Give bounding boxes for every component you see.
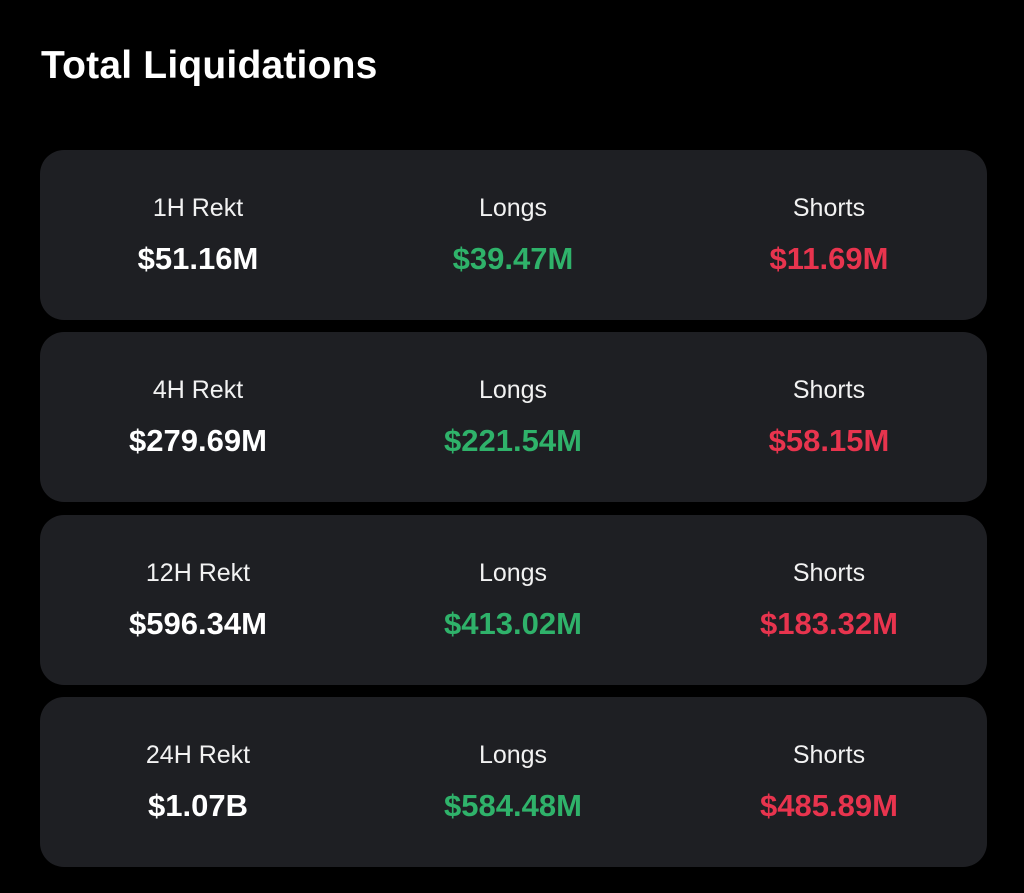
shorts-value: $183.32M — [760, 606, 898, 641]
longs-label: Longs — [478, 559, 548, 587]
total-value: $51.16M — [137, 241, 259, 276]
longs-value: $584.48M — [444, 788, 582, 823]
longs-value: $39.47M — [452, 241, 574, 276]
shorts-value: $58.15M — [768, 423, 890, 458]
total-label: 4H Rekt — [152, 376, 244, 404]
total-value: $279.69M — [129, 423, 267, 458]
total-column: 4H Rekt $279.69M — [48, 332, 348, 502]
shorts-label: Shorts — [792, 194, 866, 222]
total-label: 1H Rekt — [152, 194, 244, 222]
shorts-value: $485.89M — [760, 788, 898, 823]
shorts-label: Shorts — [792, 376, 866, 404]
total-value: $1.07B — [148, 788, 248, 823]
shorts-label: Shorts — [792, 741, 866, 769]
longs-column: Longs $221.54M — [363, 332, 663, 502]
longs-column: Longs $413.02M — [363, 515, 663, 685]
longs-column: Longs $584.48M — [363, 697, 663, 867]
liquidation-card: 1H Rekt $51.16M Longs $39.47M Shorts $11.69M — [40, 150, 987, 320]
liquidation-card: 12H Rekt $596.34M Longs $413.02M Shorts $183.… — [40, 515, 987, 685]
total-value: $596.34M — [129, 606, 267, 641]
longs-value: $221.54M — [444, 423, 582, 458]
liquidation-card: 24H Rekt $1.07B Longs $584.48M Shorts $485.89… — [40, 697, 987, 867]
longs-label: Longs — [478, 194, 548, 222]
total-column: 24H Rekt $1.07B — [48, 697, 348, 867]
longs-label: Longs — [478, 741, 548, 769]
total-label: 12H Rekt — [145, 559, 251, 587]
shorts-label: Shorts — [792, 559, 866, 587]
total-label: 24H Rekt — [145, 741, 251, 769]
total-column: 12H Rekt $596.34M — [48, 515, 348, 685]
longs-label: Longs — [478, 376, 548, 404]
shorts-column: Shorts $485.89M — [679, 697, 979, 867]
total-column: 1H Rekt $51.16M — [48, 150, 348, 320]
longs-value: $413.02M — [444, 606, 582, 641]
longs-column: Longs $39.47M — [363, 150, 663, 320]
shorts-value: $11.69M — [769, 241, 889, 276]
shorts-column: Shorts $58.15M — [679, 332, 979, 502]
shorts-column: Shorts $183.32M — [679, 515, 979, 685]
liquidation-card: 4H Rekt $279.69M Longs $221.54M Shorts $58.15… — [40, 332, 987, 502]
page-title: Total Liquidations — [41, 44, 378, 87]
shorts-column: Shorts $11.69M — [679, 150, 979, 320]
